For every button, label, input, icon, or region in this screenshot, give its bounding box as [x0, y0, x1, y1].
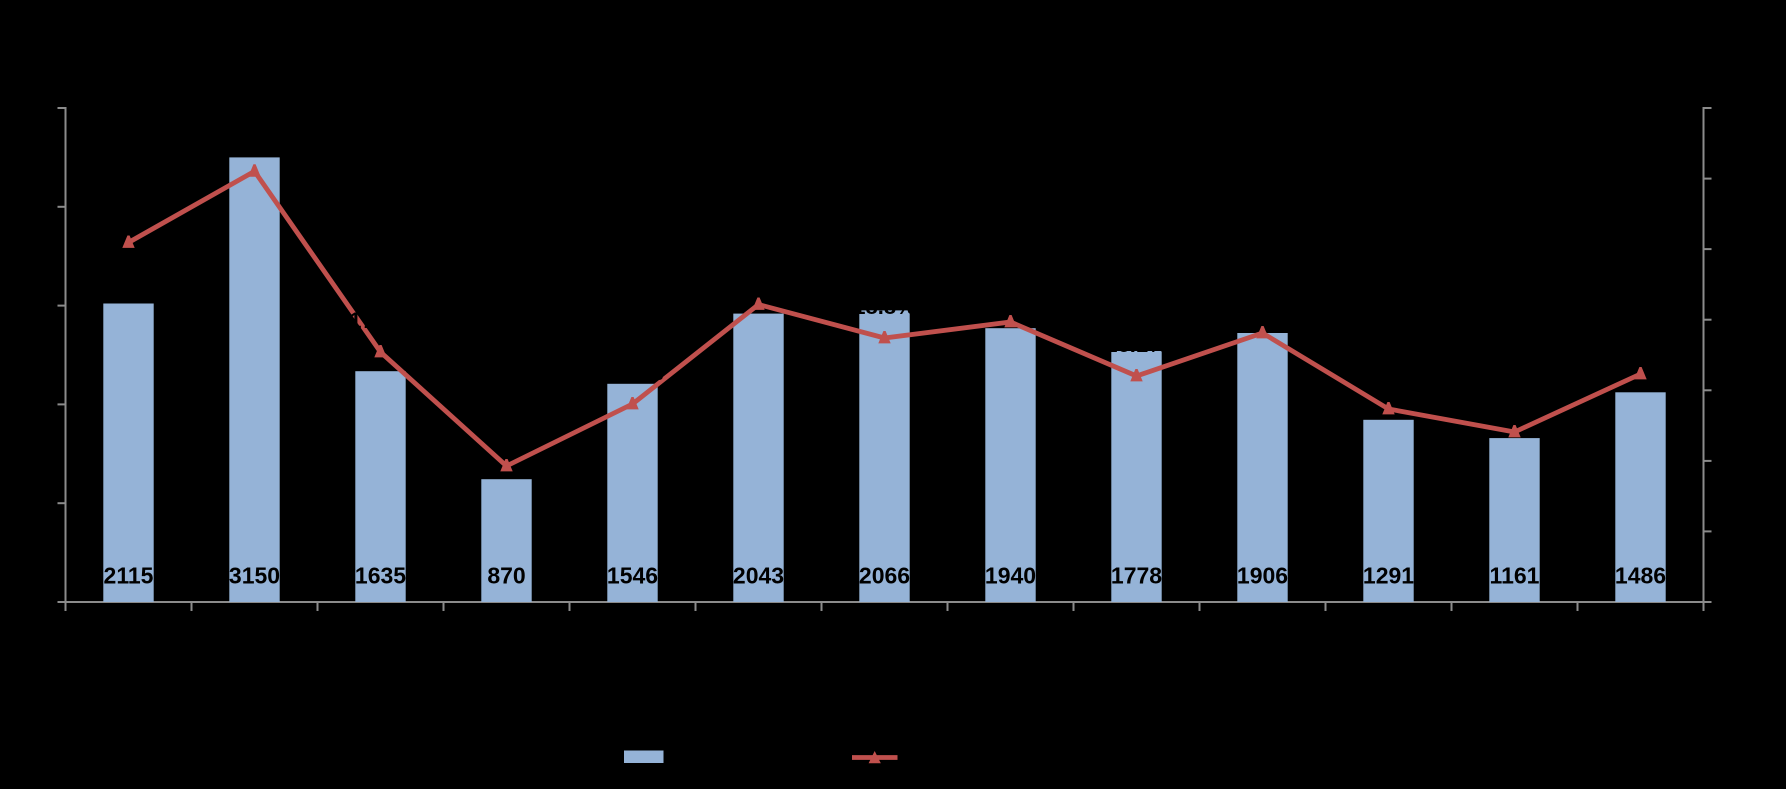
svg-text:2043: 2043 [733, 563, 784, 589]
svg-text:19.9%: 19.9% [979, 278, 1041, 303]
svg-text:21.2%: 21.2% [727, 261, 789, 286]
svg-text:17.8%: 17.8% [349, 308, 411, 333]
svg-text:1546: 1546 [607, 563, 658, 589]
svg-text:9.7%: 9.7% [481, 422, 531, 447]
svg-text:25.6%: 25.6% [97, 199, 159, 224]
svg-text:870: 870 [487, 563, 525, 589]
svg-text:16.2%: 16.2% [1609, 330, 1671, 355]
svg-text:14.1%: 14.1% [601, 360, 663, 385]
svg-text:12.1%: 12.1% [1483, 388, 1545, 413]
svg-text:19.1%: 19.1% [1231, 289, 1293, 314]
svg-text:1291: 1291 [1363, 563, 1414, 589]
svg-text:2115: 2115 [104, 563, 154, 589]
svg-text:1161: 1161 [1490, 563, 1540, 589]
svg-text:1635: 1635 [355, 563, 406, 589]
svg-text:1940: 1940 [985, 563, 1036, 589]
svg-text:3150: 3150 [229, 563, 280, 589]
svg-text:18.8%: 18.8% [853, 294, 915, 319]
svg-text:1906: 1906 [1237, 563, 1288, 589]
svg-text:16.1%: 16.1% [1105, 332, 1167, 357]
svg-text:13.7%: 13.7% [1357, 365, 1419, 390]
svg-text:30.7%: 30.7% [223, 127, 285, 152]
svg-text:2066: 2066 [859, 563, 910, 589]
svg-text:1486: 1486 [1615, 563, 1666, 589]
svg-text:1778: 1778 [1111, 563, 1162, 589]
